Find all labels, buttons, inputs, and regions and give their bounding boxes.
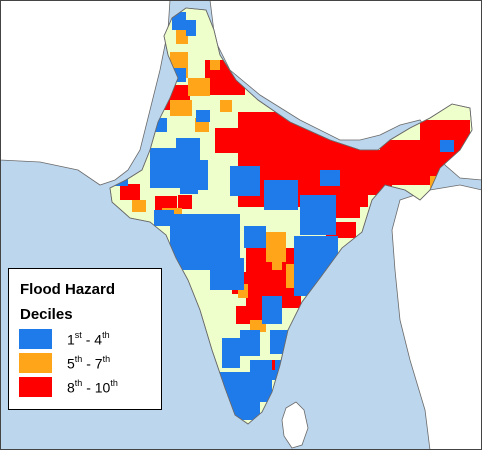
hazard-cell-low <box>196 110 210 122</box>
hazard-cell-low <box>222 338 240 368</box>
legend-swatch-high <box>19 377 52 397</box>
india-outline <box>109 7 473 425</box>
hazard-cell-high <box>178 195 192 209</box>
hazard-cell-mid <box>132 200 146 212</box>
hazard-cell-low <box>300 195 336 235</box>
sri-lanka <box>281 401 309 449</box>
hazard-cell-low <box>320 170 340 186</box>
hazard-cell-low <box>262 296 282 324</box>
surrounding-land-north <box>209 0 482 181</box>
legend: Flood Hazard Deciles 1st - 4th 5th - 7th… <box>8 268 162 410</box>
hazard-cell-low <box>250 360 272 376</box>
legend-subtitle: Deciles <box>20 306 73 323</box>
hazard-cell-high <box>236 306 266 324</box>
hazard-cell-mid <box>220 100 232 112</box>
hazard-cell-low <box>230 166 260 196</box>
hazard-cell-low <box>172 12 186 30</box>
legend-title: Flood Hazard <box>20 281 116 298</box>
hazard-cell-mid <box>272 258 282 270</box>
hazard-cell-low <box>180 180 198 194</box>
hazard-cell-low <box>176 138 200 162</box>
legend-label-low: 1st - 4th <box>67 330 110 348</box>
hazard-cell-low <box>244 226 266 248</box>
hazard-cell-high <box>268 360 278 374</box>
hazard-cell-low <box>186 20 196 36</box>
hazard-cell-high <box>336 222 356 238</box>
hazard-cell-low <box>275 360 283 370</box>
hazard-cell-low <box>264 180 298 210</box>
hazard-cell-low <box>270 370 282 380</box>
hazard-cell-mid <box>170 100 192 116</box>
hazard-cell-low <box>202 220 218 238</box>
legend-label-mid: 5th - 7th <box>67 354 111 372</box>
hazard-cell-high <box>215 128 255 153</box>
legend-label-high: 8th - 10th <box>67 378 118 396</box>
legend-swatch-mid <box>19 353 52 373</box>
hazard-cell-high <box>120 184 140 200</box>
hazard-cell-low <box>240 330 260 356</box>
hazard-cell-mid <box>210 60 220 70</box>
hazard-cell-low <box>440 140 454 152</box>
hazard-cell-low <box>230 398 260 420</box>
hazard-cell-mid <box>266 232 286 262</box>
hazard-cell-low <box>210 258 244 290</box>
legend-swatch-low <box>19 329 52 349</box>
hazard-cell-mid <box>188 78 210 96</box>
surrounding-land-east <box>391 184 482 450</box>
hazard-cell-mid <box>238 284 248 298</box>
hazard-cell-mid <box>176 30 188 44</box>
hazard-cell-low <box>154 210 174 226</box>
